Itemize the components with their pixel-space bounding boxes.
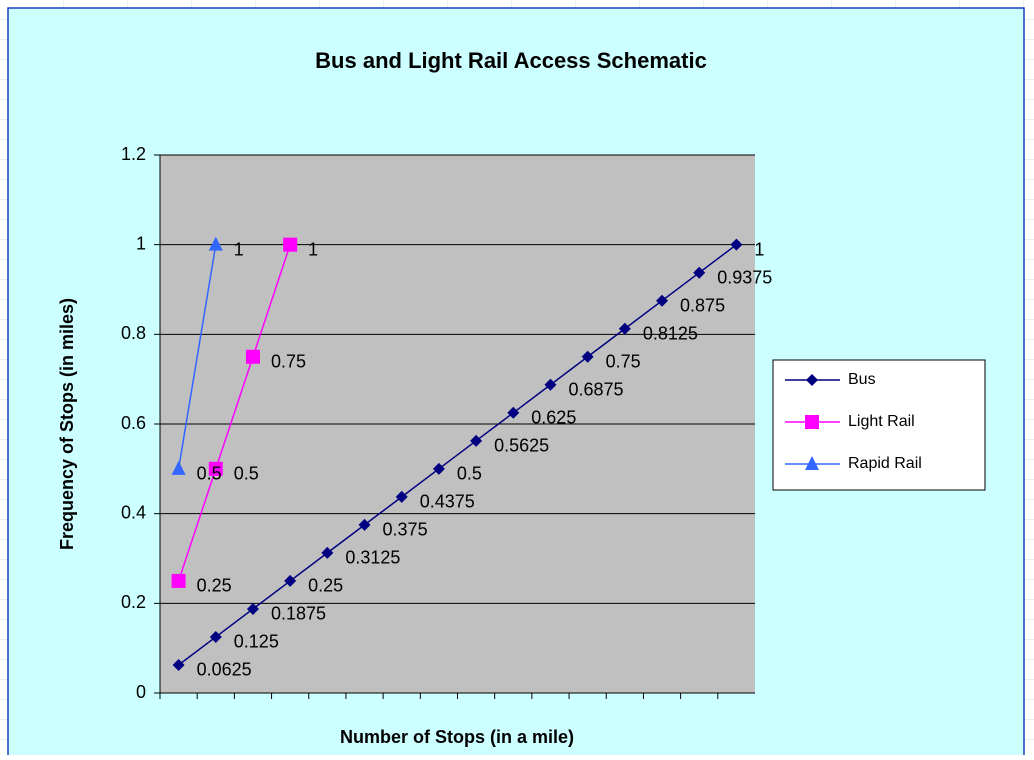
marker — [432, 462, 445, 475]
data-label: 0.0625 — [197, 660, 252, 680]
data-label: 1 — [754, 239, 764, 259]
marker — [507, 406, 520, 419]
data-label: 0.6875 — [568, 380, 623, 400]
marker — [209, 630, 222, 643]
data-label: 1 — [234, 239, 244, 259]
marker — [246, 602, 259, 615]
legend-label: Bus — [848, 371, 876, 388]
data-label: 0.5625 — [494, 436, 549, 456]
marker — [656, 294, 669, 307]
marker — [806, 374, 818, 386]
marker — [171, 573, 186, 588]
marker — [208, 461, 223, 476]
y-tick-label: 0 — [136, 682, 146, 702]
y-tick-label: 0.6 — [121, 413, 146, 433]
data-label: 0.875 — [680, 295, 725, 315]
marker — [805, 456, 819, 470]
series-line — [177, 244, 291, 582]
marker — [283, 237, 298, 252]
marker — [358, 518, 371, 531]
data-label: 0.4375 — [420, 492, 475, 512]
data-label: 0.75 — [271, 352, 306, 372]
x-axis-label: Number of Stops (in a mile) — [340, 727, 574, 747]
data-label: 0.9375 — [717, 267, 772, 287]
series-line — [178, 244, 737, 666]
y-tick-label: 0.8 — [121, 323, 146, 343]
data-label: 0.5 — [457, 464, 482, 484]
data-label: 0.125 — [234, 632, 279, 652]
data-label: 0.375 — [383, 520, 428, 540]
marker — [730, 238, 743, 251]
marker — [171, 460, 186, 475]
marker — [544, 378, 557, 391]
marker — [208, 236, 223, 251]
data-label: 0.75 — [606, 352, 641, 372]
data-label: 1 — [308, 239, 318, 259]
marker — [172, 658, 185, 671]
data-label: 0.5 — [197, 464, 222, 484]
series-line — [177, 244, 217, 469]
data-label: 0.25 — [197, 576, 232, 596]
y-axis-label: Frequency of Stops (in miles) — [57, 298, 77, 550]
data-label: 0.5 — [234, 464, 259, 484]
data-label: 0.1875 — [271, 604, 326, 624]
marker — [693, 266, 706, 279]
marker — [805, 415, 819, 429]
marker — [245, 349, 260, 364]
y-tick-label: 1.2 — [121, 144, 146, 164]
marker — [395, 490, 408, 503]
marker — [618, 322, 631, 335]
marker — [470, 434, 483, 447]
y-tick-label: 0.4 — [121, 502, 146, 522]
data-label: 0.25 — [308, 576, 343, 596]
y-tick-label: 1 — [136, 233, 146, 253]
y-tick-label: 0.2 — [121, 592, 146, 612]
chart-title: Bus and Light Rail Access Schematic — [315, 48, 707, 73]
legend-label: Rapid Rail — [848, 455, 922, 472]
marker — [321, 546, 334, 559]
data-label: 0.3125 — [345, 548, 400, 568]
data-label: 0.8125 — [643, 323, 698, 343]
marker — [284, 574, 297, 587]
data-label: 0.625 — [531, 408, 576, 428]
legend-label: Light Rail — [848, 413, 915, 430]
marker — [581, 350, 594, 363]
